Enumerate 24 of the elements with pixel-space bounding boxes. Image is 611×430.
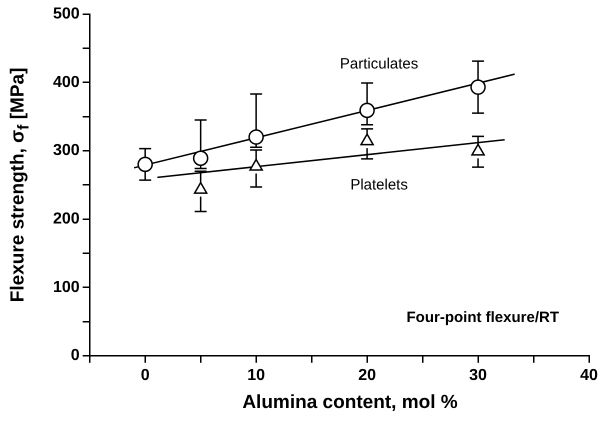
y-tick-label: 100 (52, 278, 80, 296)
point (248, 129, 264, 145)
annotation: Four-point flexure/RT (406, 308, 559, 326)
x-tick-label: 10 (247, 366, 266, 384)
point (471, 144, 485, 156)
point (360, 133, 374, 146)
x-tick-label: 20 (358, 366, 376, 384)
point (192, 150, 208, 166)
x-tick-label: 30 (469, 366, 488, 384)
x-tick-label: 40 (580, 366, 598, 384)
x-axis-title: Alumina content, mol % (241, 392, 459, 414)
x-tick-label: 0 (140, 366, 150, 384)
y-tick-label: 400 (52, 74, 80, 91)
point (137, 156, 153, 172)
point (194, 182, 208, 194)
y-tick-label: 500 (52, 5, 80, 22)
y-tick-label: 200 (52, 210, 80, 228)
text: Particulates (340, 56, 418, 73)
point (249, 158, 263, 171)
text: Platelets (350, 176, 408, 194)
point (470, 79, 486, 95)
y-tick-label: 300 (52, 142, 80, 160)
y-tick-label: 0 (70, 347, 80, 364)
point (359, 102, 375, 118)
